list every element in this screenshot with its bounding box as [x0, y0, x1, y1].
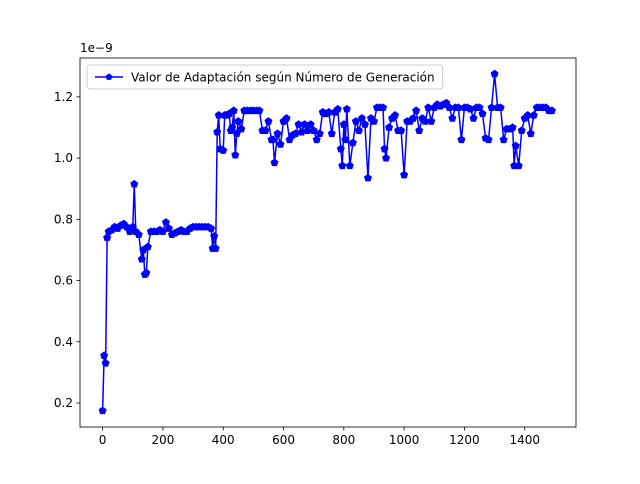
marker: [469, 114, 478, 122]
marker: [517, 126, 526, 134]
marker: [282, 114, 291, 122]
marker: [264, 117, 273, 125]
marker: [360, 120, 369, 128]
marker: [385, 123, 394, 131]
x-tick-label: 1200: [449, 433, 480, 447]
marker: [234, 117, 243, 125]
marker: [333, 104, 342, 113]
marker: [100, 351, 109, 359]
marker: [397, 126, 406, 134]
marker: [312, 135, 321, 144]
marker: [213, 127, 222, 136]
marker: [448, 114, 457, 122]
marker: [231, 150, 240, 159]
y-tick-label: 0.8: [54, 212, 73, 226]
marker: [379, 103, 388, 111]
marker: [130, 179, 139, 188]
marker: [315, 129, 324, 138]
marker: [526, 129, 535, 138]
marker: [101, 358, 110, 367]
marker: [261, 126, 270, 134]
marker: [142, 268, 151, 277]
x-tick-label: 200: [151, 433, 174, 447]
marker: [161, 218, 170, 226]
y-tick-label: 0.6: [54, 274, 73, 288]
marker: [382, 153, 391, 162]
y-tick-label: 0.4: [54, 335, 73, 349]
marker: [338, 161, 347, 170]
marker: [103, 233, 112, 242]
marker: [499, 135, 508, 144]
axes-frame: [79, 57, 577, 428]
marker: [400, 170, 409, 179]
marker: [357, 114, 366, 122]
marker: [415, 126, 424, 134]
marker: [336, 144, 345, 153]
y-tick-label: 1.2: [54, 90, 73, 104]
marker: [276, 140, 285, 148]
marker: [391, 111, 400, 119]
legend: [86, 64, 444, 90]
marker: [207, 224, 216, 232]
marker: [98, 406, 107, 415]
marker: [327, 129, 336, 138]
marker: [219, 146, 228, 154]
marker: [496, 103, 505, 111]
marker: [427, 117, 436, 125]
y-tick-label: 1.0: [54, 151, 73, 165]
marker: [228, 123, 237, 131]
x-tick-label: 400: [212, 433, 235, 447]
marker: [341, 135, 350, 144]
x-tick-label: 0: [99, 433, 107, 447]
marker: [143, 242, 152, 251]
x-tick-label: 800: [332, 433, 355, 447]
marker: [339, 120, 348, 128]
marker: [270, 158, 279, 167]
marker: [484, 135, 493, 144]
marker: [345, 161, 354, 170]
marker: [158, 227, 167, 235]
marker: [273, 129, 282, 138]
marker: [211, 244, 220, 252]
legend-label: Valor de Adaptación según Número de Gene…: [131, 71, 435, 85]
marker: [457, 135, 466, 144]
marker: [409, 114, 418, 122]
x-tick-label: 1000: [389, 433, 420, 447]
marker: [369, 117, 378, 125]
marker: [475, 103, 484, 111]
marker: [306, 120, 315, 128]
marker: [348, 138, 357, 147]
marker: [309, 126, 318, 134]
marker: [137, 254, 146, 263]
x-tick-label: 1400: [509, 433, 540, 447]
marker: [229, 106, 238, 115]
marker: [508, 123, 517, 131]
marker: [351, 117, 360, 125]
marker: [237, 124, 246, 133]
marker: [134, 230, 143, 239]
marker: [380, 144, 389, 153]
y-tick-label: 0.2: [54, 396, 73, 410]
marker: [342, 104, 351, 113]
marker: [478, 109, 487, 118]
marker: [363, 173, 372, 182]
marker: [490, 69, 499, 78]
marker: [529, 111, 538, 119]
marker: [255, 106, 264, 115]
marker: [412, 106, 421, 115]
y-offset-label: 1e−9: [80, 41, 113, 55]
marker: [514, 161, 523, 170]
marker: [210, 231, 219, 240]
x-tick-label: 600: [272, 433, 295, 447]
marker: [511, 141, 520, 150]
marker: [547, 106, 556, 115]
legend-marker: [105, 73, 113, 80]
marker: [354, 126, 363, 134]
marker: [268, 135, 277, 144]
marker: [164, 224, 173, 232]
